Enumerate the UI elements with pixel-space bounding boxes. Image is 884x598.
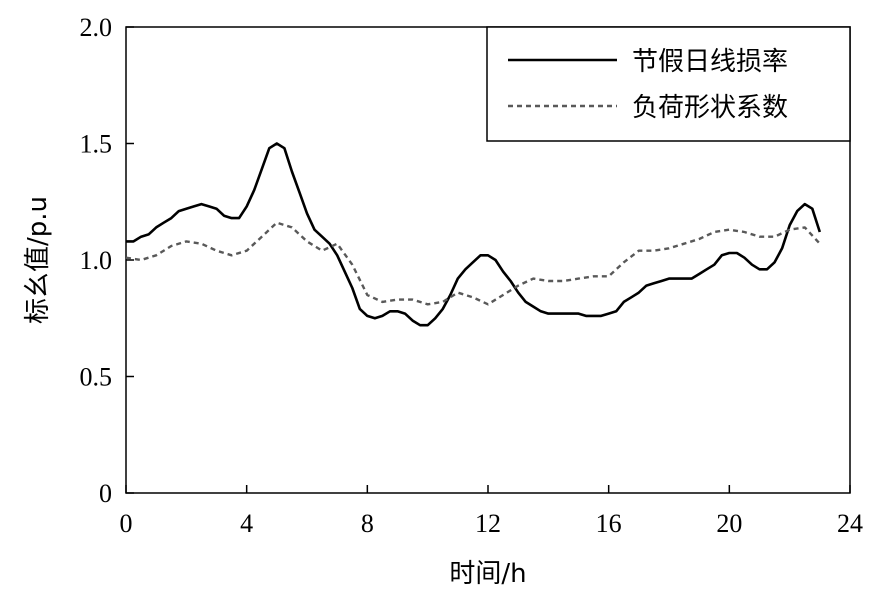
x-tick-label: 4 [240,509,253,538]
x-tick-label: 12 [475,509,501,538]
legend-label-holiday-line-loss: 节假日线损率 [632,47,788,77]
y-tick-label: 0.5 [80,363,113,392]
y-tick-label: 0 [99,479,112,508]
x-axis-title: 时间/h [449,559,526,589]
x-tick-label: 0 [120,509,133,538]
legend-label-load-shape-coefficient: 负荷形状系数 [632,93,788,123]
x-tick-label: 16 [596,509,622,538]
x-tick-label: 8 [361,509,374,538]
x-tick-label: 20 [716,509,742,538]
series-layer [125,142,822,327]
series-line-holiday-line-loss [126,142,822,327]
legend-box [486,26,851,142]
y-axis-title: 标幺值/p.u [23,196,53,324]
x-axis: 0 4 8 12 16 20 24 [120,485,863,538]
y-tick-label: 1.5 [80,130,113,159]
y-tick-label: 1.0 [80,246,113,275]
x-tick-label: 24 [837,509,863,538]
y-tick-label: 2.0 [80,13,113,42]
legend: 节假日线损率 负荷形状系数 [486,26,851,142]
y-axis: 0 0.5 1.0 1.5 2.0 [80,13,134,508]
